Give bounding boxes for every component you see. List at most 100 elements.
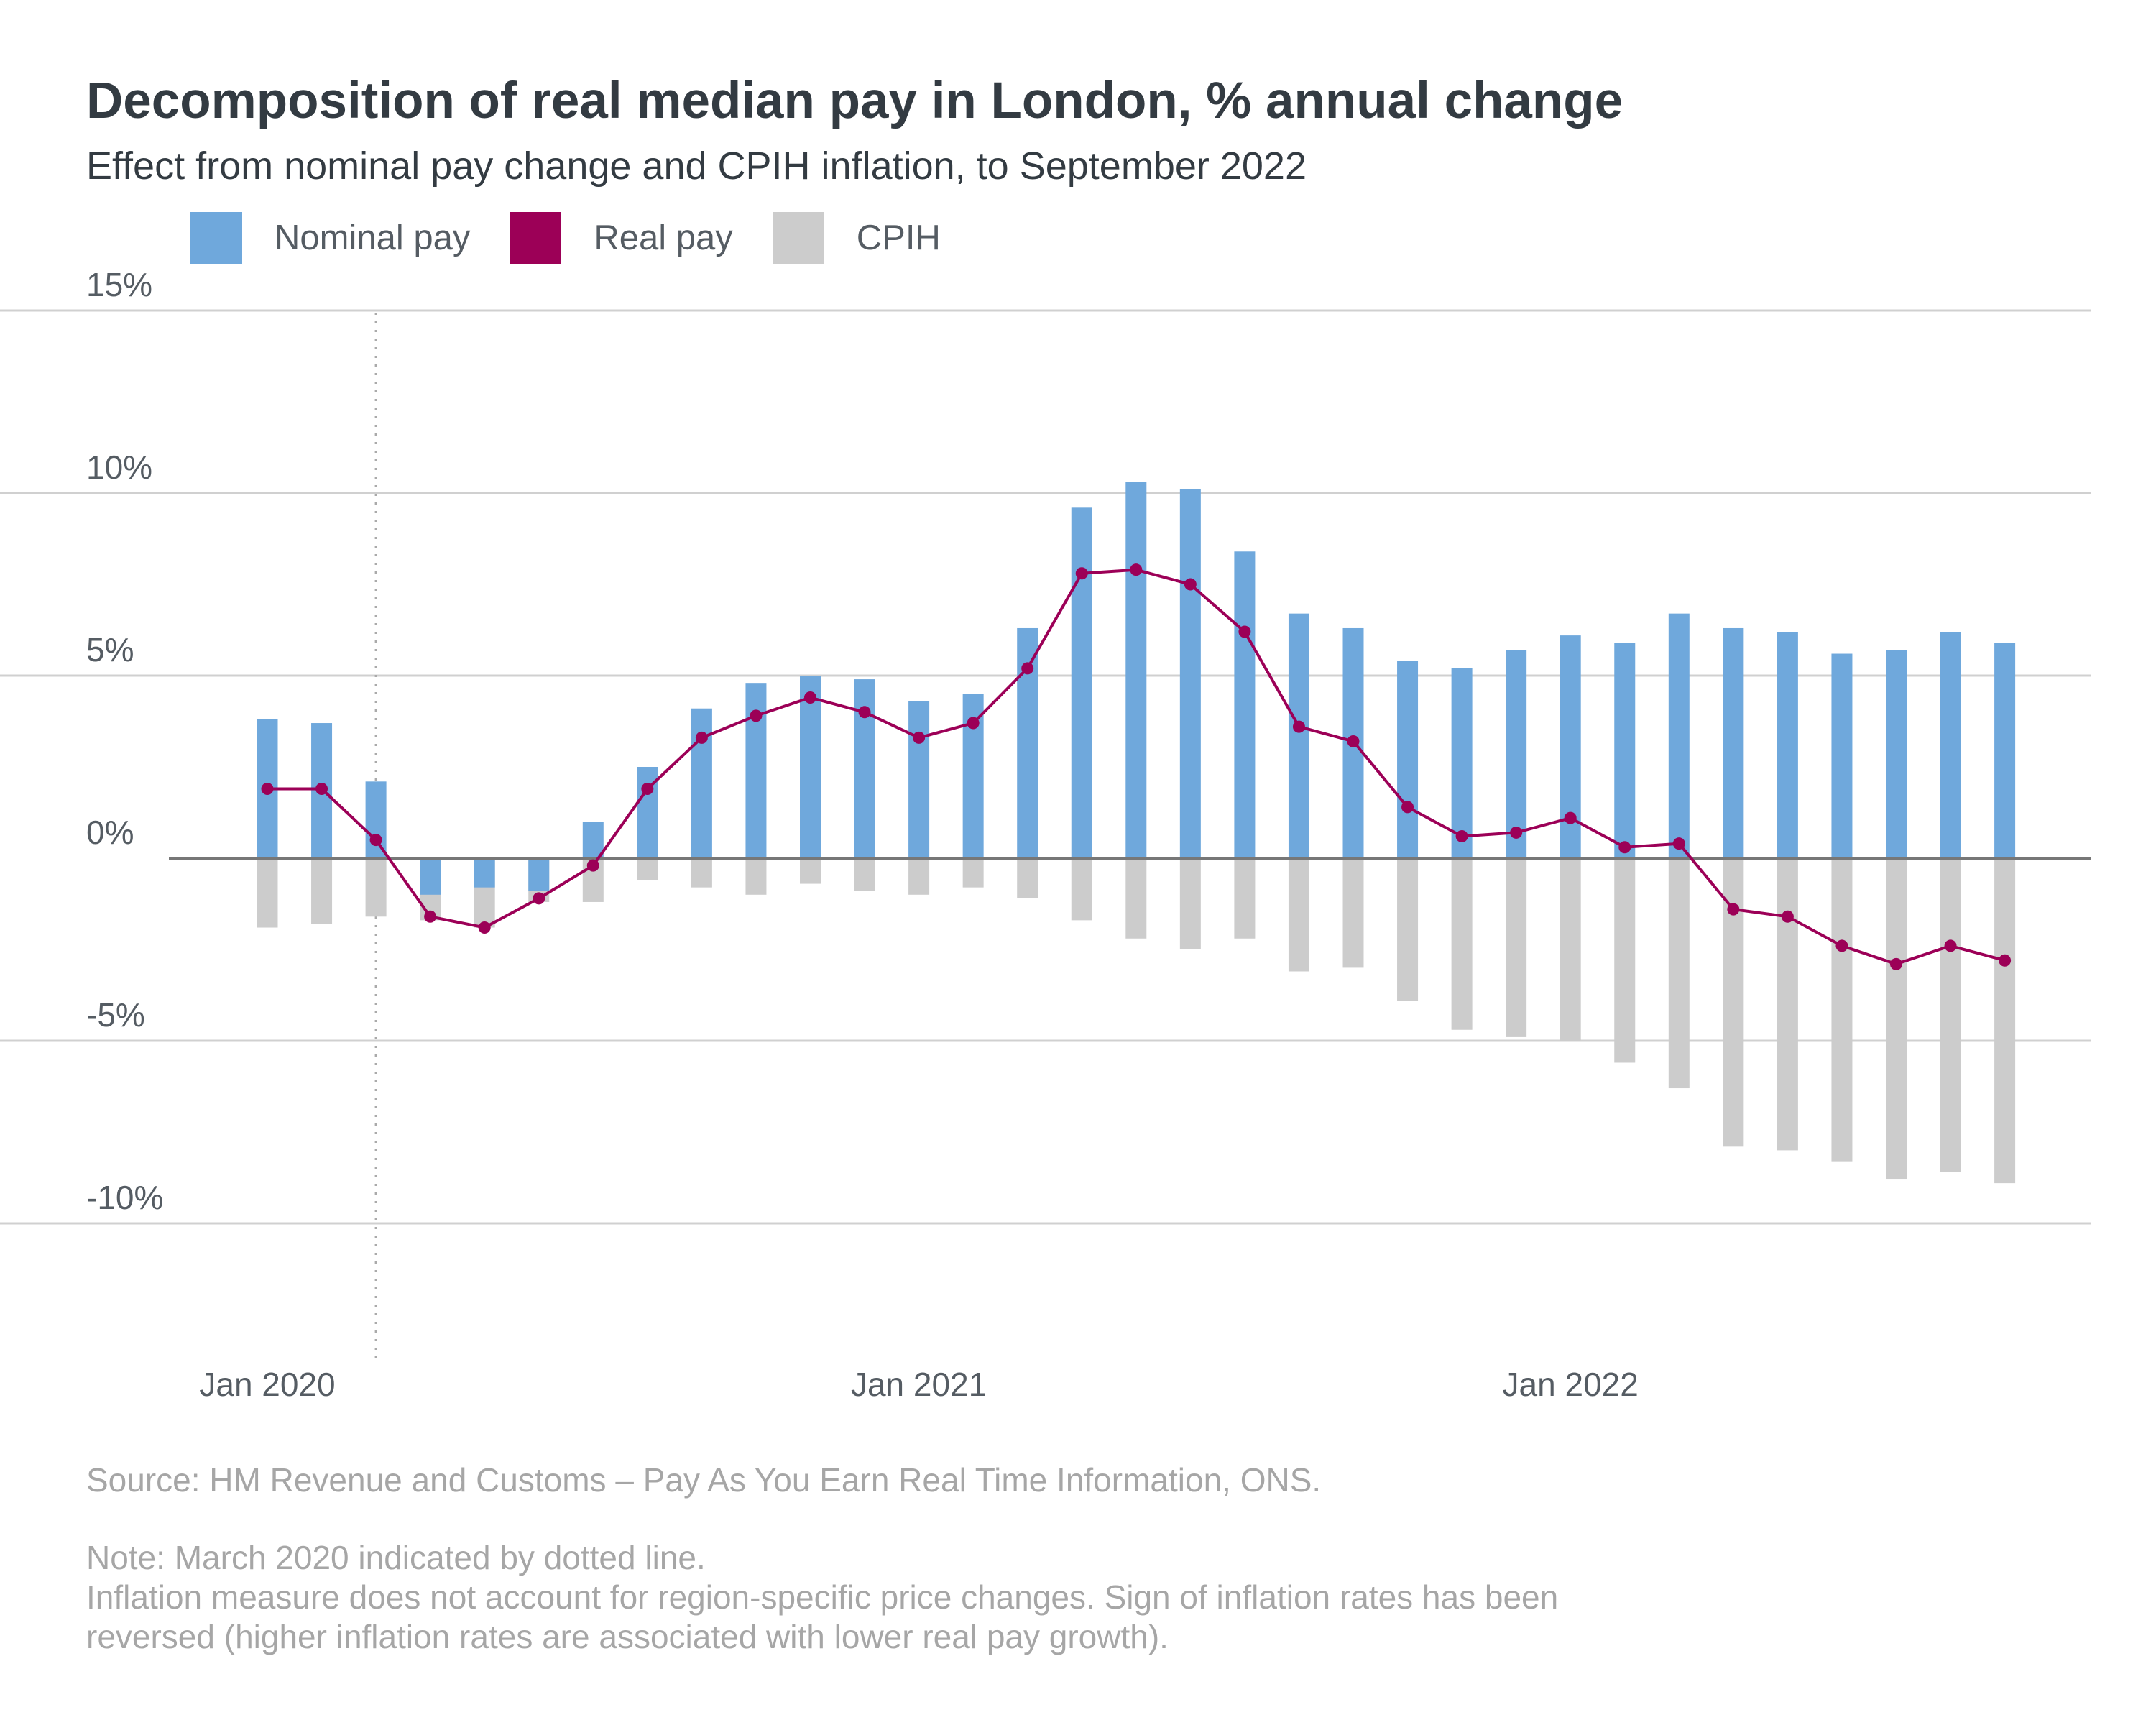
footnote-line-3: reversed (higher inflation rates are ass… [86, 1618, 1169, 1655]
y-tick-label: -5% [86, 996, 145, 1034]
cpih-bar [800, 858, 821, 884]
nominal-bar [1560, 635, 1581, 858]
nominal-bar [908, 701, 930, 858]
cpih-bar [365, 858, 387, 917]
cpih-bar [1234, 858, 1256, 939]
cpih-bar [1342, 858, 1364, 968]
legend-swatch-cpih [772, 212, 824, 264]
x-axis-tick-labels: Jan 2020 Jan 2021 Jan 2022 [199, 1366, 1638, 1403]
cpih-bar [1940, 858, 1961, 1172]
source-note: Source: HM Revenue and Customs – Pay As … [86, 1461, 1322, 1499]
real-pay-point [1347, 735, 1360, 748]
cpih-bar [1017, 858, 1038, 898]
real-pay-point [1672, 837, 1685, 850]
nominal-bar [1397, 661, 1419, 858]
nominal-bar [800, 676, 821, 858]
nominal-bar [1071, 507, 1092, 858]
chart-plot: 15%10%5%0%-5%-10% Jan 2020 Jan 2021 Jan 20… [0, 266, 2091, 1403]
cpih-bar [1179, 858, 1201, 949]
x-tick-label: Jan 2020 [199, 1366, 335, 1403]
nominal-bar [1234, 551, 1256, 858]
nominal-bar [1886, 650, 1907, 858]
real-pay-point [1455, 830, 1468, 843]
legend-label-real: Real pay [594, 218, 733, 257]
cpih-bar [854, 858, 875, 891]
cpih-bar [1560, 858, 1581, 1041]
nominal-bar [1668, 613, 1690, 858]
cpih-bar [1506, 858, 1527, 1037]
legend-swatch-nominal [190, 212, 242, 264]
legend-item-cpih: CPIH [772, 212, 941, 264]
real-pay-point [424, 910, 437, 923]
real-pay-point [1021, 662, 1034, 675]
cpih-bar [1397, 858, 1419, 1001]
real-pay-point [1781, 910, 1794, 923]
real-pay-point [913, 731, 926, 744]
real-pay-point [1184, 578, 1197, 591]
real-pay-point [1401, 801, 1414, 814]
cpih-bar [1071, 858, 1092, 921]
nominal-bar [1994, 643, 2016, 858]
footnote-line-2: Inflation measure does not account for r… [86, 1578, 1559, 1616]
nominal-bar [745, 683, 767, 858]
nominal-bar [1723, 627, 1744, 858]
real-pay-point [586, 859, 599, 872]
real-pay-point [1944, 939, 1957, 952]
chart-title: Decomposition of real median pay in Lond… [86, 73, 1623, 129]
cpih-bar [1994, 858, 2016, 1184]
cpih-bar [1886, 858, 1907, 1180]
real-pay-point [533, 892, 545, 905]
cpih-bar [1288, 858, 1309, 972]
real-pay-point [1238, 625, 1251, 638]
nominal-bar [582, 822, 604, 858]
real-pay-point [315, 782, 328, 795]
chart-subtitle: Effect from nominal pay change and CPIH … [86, 144, 1307, 188]
nominal-bar [1179, 489, 1201, 858]
real-pay-point [804, 691, 816, 704]
real-pay-point [967, 717, 980, 730]
cpih-bar [962, 858, 984, 888]
cpih-bar [691, 858, 712, 888]
legend-item-nominal: Nominal pay [190, 212, 470, 264]
real-pay-point [478, 921, 491, 934]
x-tick-label: Jan 2021 [851, 1366, 987, 1403]
legend-label-cpih: CPIH [856, 218, 941, 257]
legend-swatch-real [510, 212, 562, 264]
x-tick-label: Jan 2022 [1503, 1366, 1639, 1403]
real-pay-point [695, 731, 708, 744]
real-pay-point [261, 782, 274, 795]
chart-legend: Nominal pay Real pay CPIH [190, 212, 980, 264]
cpih-bar [1777, 858, 1798, 1151]
real-pay-point [1075, 567, 1088, 580]
real-pay-point [641, 782, 654, 795]
cpih-bar [257, 858, 278, 928]
y-tick-label: 10% [86, 448, 152, 486]
nominal-bar [1831, 653, 1853, 858]
nominal-bar [1451, 668, 1473, 858]
nominal-bar [1288, 613, 1309, 858]
real-pay-point [1292, 720, 1305, 733]
y-tick-label: 5% [86, 631, 134, 668]
legend-label-nominal: Nominal pay [275, 218, 471, 257]
nominal-bar [1614, 643, 1636, 858]
real-pay-point [1999, 954, 2012, 967]
nominal-bar [691, 708, 712, 858]
cpih-bar [1451, 858, 1473, 1030]
nominal-bar [528, 858, 550, 891]
nominal-bar [1125, 482, 1147, 858]
y-tick-label: -10% [86, 1179, 163, 1216]
cpih-bar [1125, 858, 1147, 939]
nominal-bar [1940, 632, 1961, 858]
real-pay-point [1510, 826, 1523, 839]
real-pay-point [1618, 841, 1631, 854]
cpih-bar [1614, 858, 1636, 1063]
footnote-line-1: Note: March 2020 indicated by dotted lin… [86, 1539, 706, 1576]
cpih-bar [908, 858, 930, 895]
nominal-bar [420, 858, 441, 895]
nominal-bar [474, 858, 495, 888]
legend-item-real: Real pay [510, 212, 733, 264]
bar-series [257, 482, 2016, 1184]
real-pay-point [750, 709, 763, 722]
real-pay-series [261, 564, 2012, 970]
cpih-bar [1831, 858, 1853, 1162]
